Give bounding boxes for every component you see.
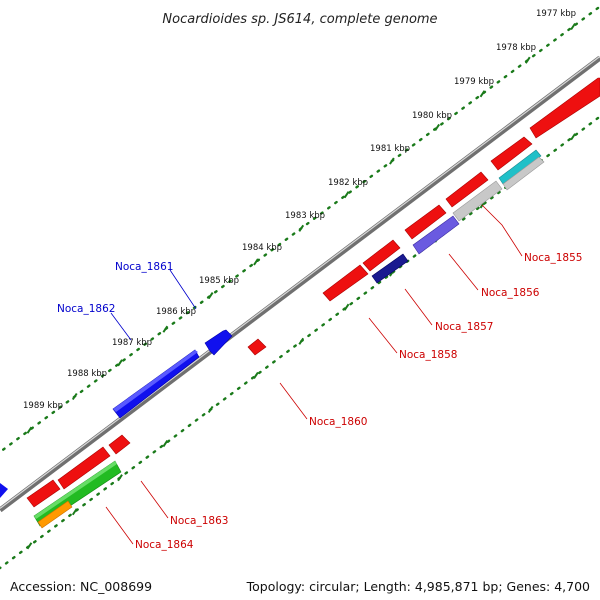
gene-label-noca-1863[interactable]: Noca_1863	[170, 515, 228, 527]
gene-red-g[interactable]	[57, 446, 111, 490]
outer-major-tick	[389, 157, 395, 165]
gene-label-noca-1855[interactable]: Noca_1855	[524, 252, 582, 264]
kbp-label-1979: 1979 kbp	[454, 77, 494, 87]
gene-labels: Noca_1855 Noca_1856 Noca_1857 Noca_1858 …	[57, 252, 582, 551]
outer-major-tick	[26, 426, 33, 434]
gene-noca-1857-arrow[interactable]	[412, 215, 460, 255]
gene-red-h[interactable]	[26, 479, 61, 508]
outer-major-tick	[207, 292, 214, 300]
gene-label-noca-1861[interactable]: Noca_1861	[115, 261, 173, 273]
inner-tick-track	[0, 116, 600, 570]
outer-major-tick	[162, 325, 169, 333]
gene-left-edge-forward[interactable]	[0, 483, 8, 498]
gene-red-a[interactable]	[490, 136, 533, 171]
gene-label-noca-1860[interactable]: Noca_1860	[309, 416, 367, 428]
kbp-label-1986: 1986 kbp	[156, 307, 196, 317]
gene-noca-1861-arrow[interactable]	[204, 329, 233, 356]
gene-noca-1856-arrow[interactable]	[452, 180, 503, 222]
inner-major-tick	[71, 508, 78, 516]
gene-label-noca-1858[interactable]: Noca_1858	[399, 349, 457, 361]
kbp-label-1982: 1982 kbp	[328, 178, 368, 188]
gene-red-e[interactable]	[322, 264, 369, 302]
gene-label-noca-1856[interactable]: Noca_1856	[481, 287, 540, 299]
gene-red-d[interactable]	[362, 239, 401, 272]
outer-major-tick	[479, 90, 486, 98]
gene-noca-1860-arrow[interactable]	[247, 338, 267, 356]
gene-grey-a[interactable]	[502, 156, 545, 191]
outer-major-tick	[343, 191, 350, 199]
gene-red-c[interactable]	[404, 204, 447, 240]
kbp-label-1980: 1980 kbp	[412, 111, 452, 121]
gene-noca-1863-top-face	[34, 461, 117, 519]
kbp-label-1983: 1983 kbp	[285, 211, 325, 221]
map-title: Nocardioides sp. JS614, complete genome	[162, 12, 437, 27]
forward-genes	[0, 329, 233, 498]
gene-label-noca-1857[interactable]: Noca_1857	[435, 321, 493, 333]
inner-major-tick	[26, 542, 33, 550]
kbp-label-1978: 1978 kbp	[496, 43, 536, 53]
kbp-label-1981: 1981 kbp	[370, 144, 410, 154]
inner-major-tick	[207, 405, 214, 414]
inner-major-tick	[162, 440, 169, 448]
kbp-label-1987: 1987 kbp	[112, 338, 152, 348]
gene-red-f[interactable]	[108, 434, 131, 455]
outer-major-tick	[298, 224, 305, 232]
outer-major-tick	[524, 56, 531, 64]
gene-noca-1864-arrow[interactable]	[37, 500, 73, 529]
outer-major-tick	[570, 22, 576, 31]
gene-noca-1862-top-face	[113, 350, 198, 412]
inner-major-tick	[570, 133, 576, 141]
label-leader-lines	[105, 204, 523, 545]
outer-major-tick	[117, 359, 123, 367]
outer-major-tick	[71, 392, 78, 401]
outer-major-tick	[434, 123, 441, 131]
genome-backbone	[0, 55, 600, 513]
kbp-tick-labels: 1977 kbp 1978 kbp 1979 kbp 1980 kbp 1981…	[23, 9, 576, 411]
topology-text: Topology: circular; Length: 4,985,871 bp…	[246, 579, 590, 594]
gene-label-noca-1862[interactable]: Noca_1862	[57, 303, 115, 315]
accession-text: Accession: NC_008699	[10, 579, 153, 594]
outer-major-ticks	[26, 22, 576, 434]
kbp-label-1977: 1977 kbp	[536, 9, 576, 19]
kbp-label-1989: 1989 kbp	[23, 401, 63, 411]
gene-noca-1855-arrow[interactable]	[498, 149, 542, 185]
inner-major-tick	[117, 474, 123, 482]
inner-major-tick	[298, 337, 305, 345]
gene-red-b[interactable]	[445, 171, 489, 208]
reverse-genes	[26, 77, 600, 529]
gene-label-noca-1864[interactable]: Noca_1864	[135, 539, 194, 551]
outer-major-tick	[253, 258, 259, 266]
gene-noca-1858-arrow[interactable]	[371, 253, 409, 284]
inner-major-tick	[253, 371, 259, 379]
kbp-label-1984: 1984 kbp	[242, 243, 282, 253]
gene-right-edge-reverse[interactable]	[529, 77, 600, 139]
kbp-label-1988: 1988 kbp	[67, 369, 107, 379]
outer-tick-track	[0, 6, 600, 454]
kbp-label-1985: 1985 kbp	[199, 276, 239, 286]
inner-major-tick	[343, 303, 350, 311]
